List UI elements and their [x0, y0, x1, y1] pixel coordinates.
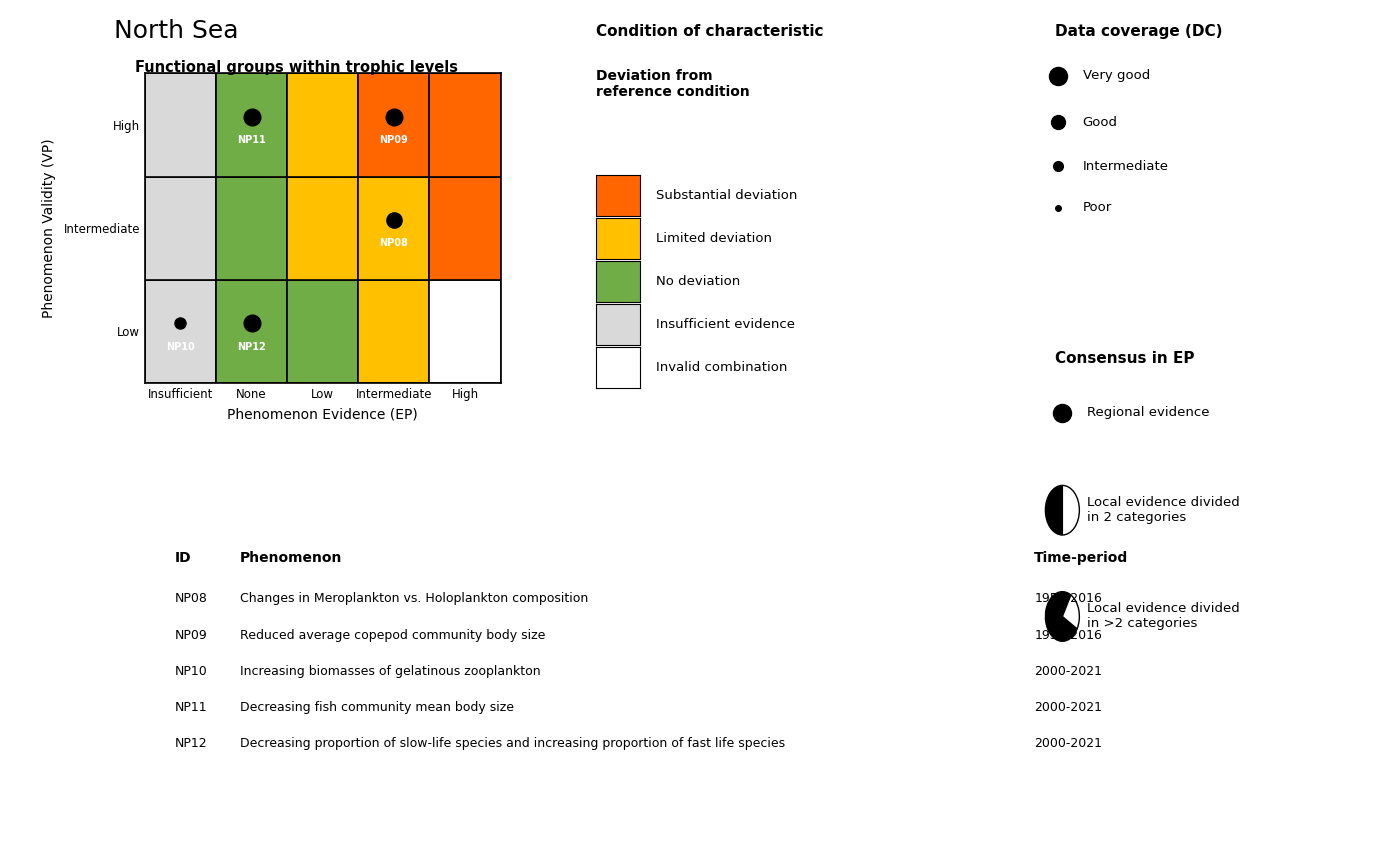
Text: NP10: NP10	[165, 342, 194, 352]
Text: 1958-2016: 1958-2016	[1034, 629, 1102, 641]
Text: Insufficient evidence: Insufficient evidence	[656, 318, 796, 331]
X-axis label: Phenomenon Evidence (EP): Phenomenon Evidence (EP)	[228, 408, 418, 422]
Text: NP12: NP12	[237, 342, 266, 352]
Bar	[145, 177, 217, 280]
Text: 2000-2021: 2000-2021	[1034, 737, 1102, 750]
Text: Increasing biomasses of gelatinous zooplankton: Increasing biomasses of gelatinous zoopl…	[240, 665, 541, 678]
Text: Intermediate: Intermediate	[1083, 159, 1168, 173]
Wedge shape	[1062, 595, 1080, 629]
Bar	[287, 280, 359, 383]
Text: Limited deviation: Limited deviation	[656, 232, 772, 245]
Text: NP08: NP08	[379, 238, 408, 249]
Text: 2000-2021: 2000-2021	[1034, 701, 1102, 714]
Text: Time-period: Time-period	[1034, 551, 1128, 565]
Text: Reduced average copepod community body size: Reduced average copepod community body s…	[240, 629, 545, 641]
Text: Functional groups within trophic levels: Functional groups within trophic levels	[135, 60, 458, 75]
Bar	[217, 177, 287, 280]
Text: Decreasing proportion of slow-life species and increasing proportion of fast lif: Decreasing proportion of slow-life speci…	[240, 737, 785, 750]
Bar	[217, 280, 287, 383]
Text: No deviation: No deviation	[656, 275, 741, 288]
Text: NP12: NP12	[175, 737, 208, 750]
Text: Poor: Poor	[1083, 201, 1111, 214]
Text: Deviation from
reference condition: Deviation from reference condition	[596, 69, 749, 99]
Text: 2000-2021: 2000-2021	[1034, 665, 1102, 678]
Text: Local evidence divided
in >2 categories: Local evidence divided in >2 categories	[1087, 603, 1240, 630]
Y-axis label: Phenomenon Validity (VP): Phenomenon Validity (VP)	[43, 139, 57, 318]
Text: North Sea: North Sea	[114, 19, 239, 43]
Text: NP11: NP11	[237, 135, 266, 146]
Text: Very good: Very good	[1083, 69, 1150, 83]
Text: Consensus in EP: Consensus in EP	[1055, 351, 1194, 366]
Text: Phenomenon: Phenomenon	[240, 551, 342, 565]
Bar	[145, 73, 217, 177]
Text: Substantial deviation: Substantial deviation	[656, 189, 798, 202]
Wedge shape	[1045, 486, 1062, 535]
Text: ID: ID	[175, 551, 192, 565]
Text: Decreasing fish community mean body size: Decreasing fish community mean body size	[240, 701, 514, 714]
Text: Regional evidence: Regional evidence	[1087, 406, 1209, 419]
Text: NP09: NP09	[379, 135, 408, 146]
Text: NP10: NP10	[175, 665, 208, 678]
Bar	[359, 280, 429, 383]
Text: NP08: NP08	[175, 592, 208, 605]
Bar	[359, 73, 429, 177]
Bar	[287, 73, 359, 177]
Text: Local evidence divided
in 2 categories: Local evidence divided in 2 categories	[1087, 496, 1240, 524]
Bar	[429, 280, 501, 383]
Bar	[429, 177, 501, 280]
Bar	[145, 280, 217, 383]
Text: Good: Good	[1083, 115, 1117, 129]
Wedge shape	[1045, 592, 1077, 641]
Bar	[287, 177, 359, 280]
Text: NP09: NP09	[175, 629, 208, 641]
Text: NP11: NP11	[175, 701, 208, 714]
Text: 1958-2016: 1958-2016	[1034, 592, 1102, 605]
Text: Changes in Meroplankton vs. Holoplankton composition: Changes in Meroplankton vs. Holoplankton…	[240, 592, 589, 605]
Bar	[429, 73, 501, 177]
Text: Condition of characteristic: Condition of characteristic	[596, 24, 823, 39]
Bar	[359, 177, 429, 280]
Text: Data coverage (DC): Data coverage (DC)	[1055, 24, 1222, 39]
Wedge shape	[1062, 486, 1080, 535]
Bar	[217, 73, 287, 177]
Text: Invalid combination: Invalid combination	[656, 361, 787, 375]
